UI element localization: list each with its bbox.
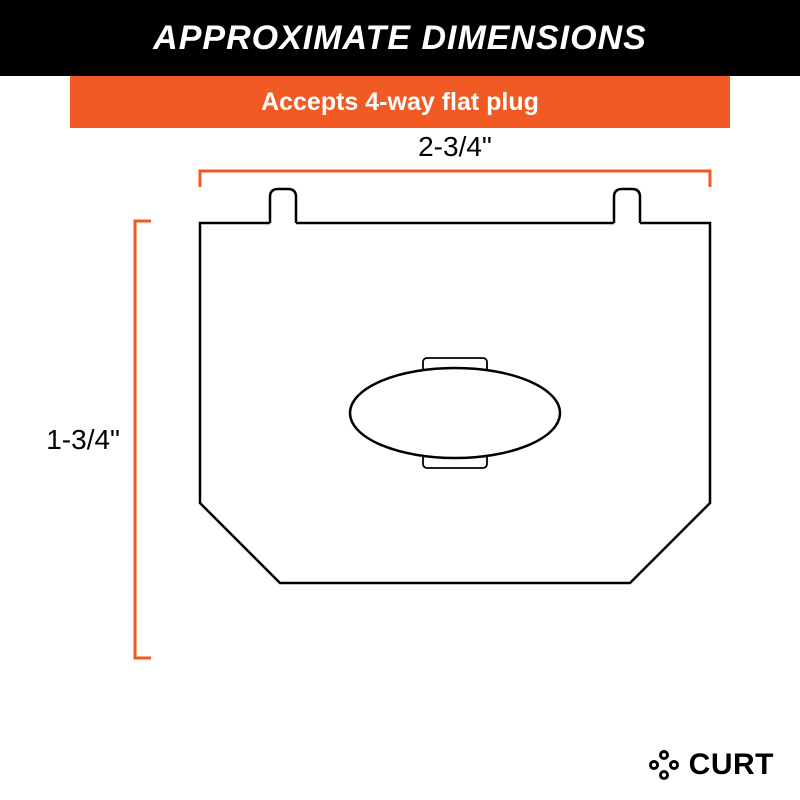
header-title: APPROXIMATE DIMENSIONS (153, 19, 647, 58)
brand-name: CURT (689, 748, 774, 782)
subheader-text: Accepts 4-way flat plug (261, 88, 539, 117)
brand-icon (647, 748, 681, 782)
brand-logo: CURT (647, 748, 774, 782)
header-bar: APPROXIMATE DIMENSIONS (0, 0, 800, 76)
diagram-area: 2-3/4" 1-3/4" (0, 128, 800, 748)
dimension-diagram (0, 128, 800, 748)
subheader-bar: Accepts 4-way flat plug (70, 76, 730, 128)
